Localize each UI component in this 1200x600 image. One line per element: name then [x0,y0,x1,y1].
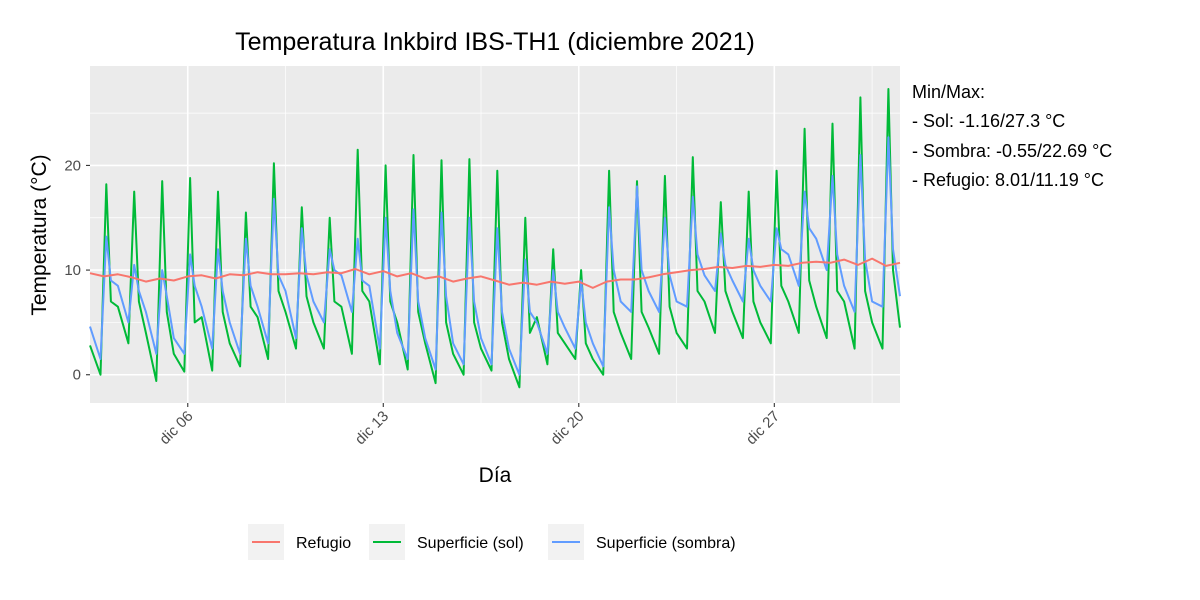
chart-title: Temperatura Inkbird IBS-TH1 (diciembre 2… [235,28,755,56]
x-axis-title: Día [479,464,512,487]
series-line-superficie-sol [89,88,901,389]
x-tick-label: dic 06 [156,408,196,448]
series-line-refugio [89,257,901,289]
legend-label-refugio: Refugio [296,535,351,552]
y-axis-title: Temperatura (°C) [28,154,51,315]
annotation-line-1: - Sol: -1.16/27.3 °C [912,111,1065,131]
legend-label-sol: Superficie (sol) [417,535,524,552]
y-tick-label: 0 [73,367,81,384]
legend-label-sombra: Superficie (sombra) [596,535,736,552]
annotation-line-2: - Sombra: -0.55/22.69 °C [912,141,1112,161]
x-axis: dic 06 dic 13 dic 20 dic 27 [156,403,783,448]
series-lines [89,88,901,389]
y-tick-label: 10 [64,262,81,279]
legend: Refugio Superficie (sol) Superficie (som… [248,524,736,560]
annotation-line-0: Min/Max: [912,82,985,102]
x-tick-label: dic 20 [547,408,587,448]
y-axis: 0 10 20 [64,157,90,384]
min-max-annotation: Min/Max: - Sol: -1.16/27.3 °C - Sombra: … [912,82,1112,190]
x-tick-label: dic 27 [743,408,783,448]
annotation-line-3: - Refugio: 8.01/11.19 °C [912,170,1104,190]
series-line-superficie-sombra [89,136,901,376]
x-tick-label: dic 13 [352,408,392,448]
y-tick-label: 20 [64,157,81,174]
